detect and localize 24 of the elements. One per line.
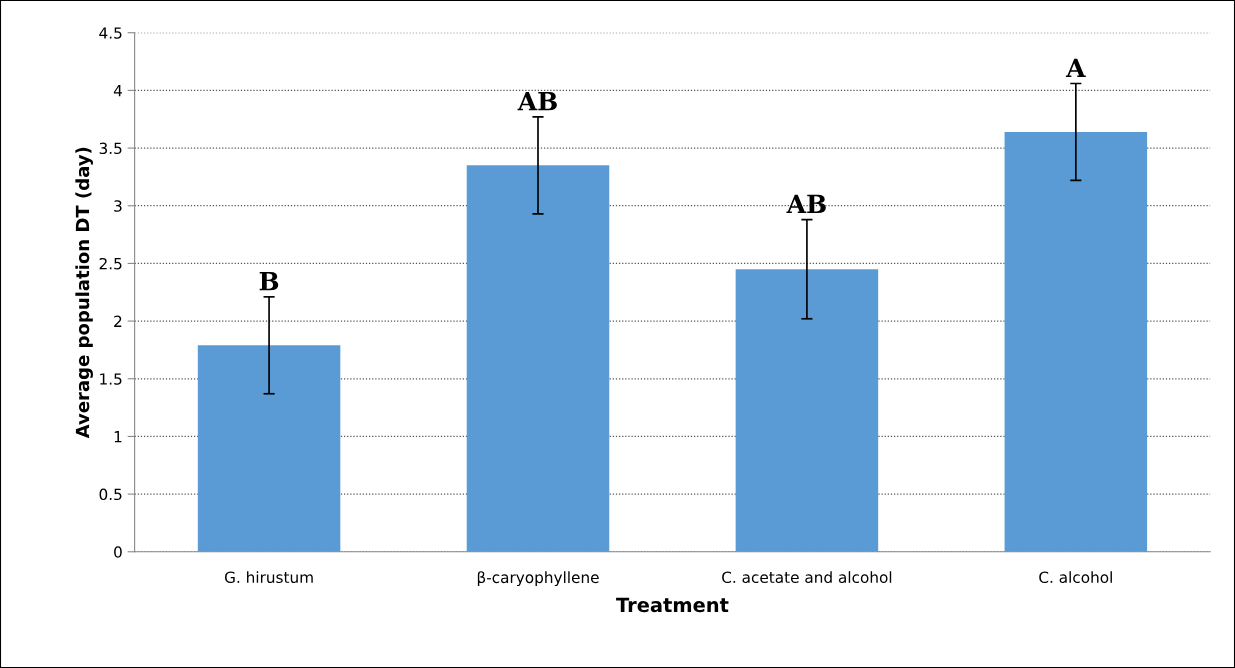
x-tick-label: β-caryophyllene: [477, 571, 599, 587]
bar: [197, 345, 341, 552]
y-tick-label: 4: [113, 85, 122, 97]
y-tick-label: 1.5: [100, 373, 122, 385]
y-tick-label: 2: [114, 315, 122, 327]
annotation: B: [259, 272, 279, 291]
x-tick-label: C. alcohol: [1039, 571, 1112, 584]
y-axis-title: Average population DT (day): [75, 147, 93, 439]
y-tick-label: 3: [114, 200, 122, 212]
y-tick-label: 3.5: [99, 142, 122, 155]
annotation: A: [1065, 58, 1086, 77]
y-tick-label: 0: [114, 546, 122, 558]
y-tick-label: 2.5: [99, 257, 122, 270]
x-tick-label: G. hirustum: [224, 571, 313, 584]
y-tick-label: 0.5: [99, 488, 122, 501]
y-tick-label: 4.5: [99, 27, 122, 39]
bar: [466, 165, 610, 552]
bar: [735, 269, 879, 552]
bar: [1004, 131, 1148, 552]
y-tick-label: 1: [114, 431, 122, 443]
x-axis-title: Treatment: [616, 597, 729, 613]
annotation: AB: [786, 194, 826, 213]
x-tick-label: C. acetate and alcohol: [722, 571, 892, 584]
annotation: AB: [517, 92, 557, 111]
